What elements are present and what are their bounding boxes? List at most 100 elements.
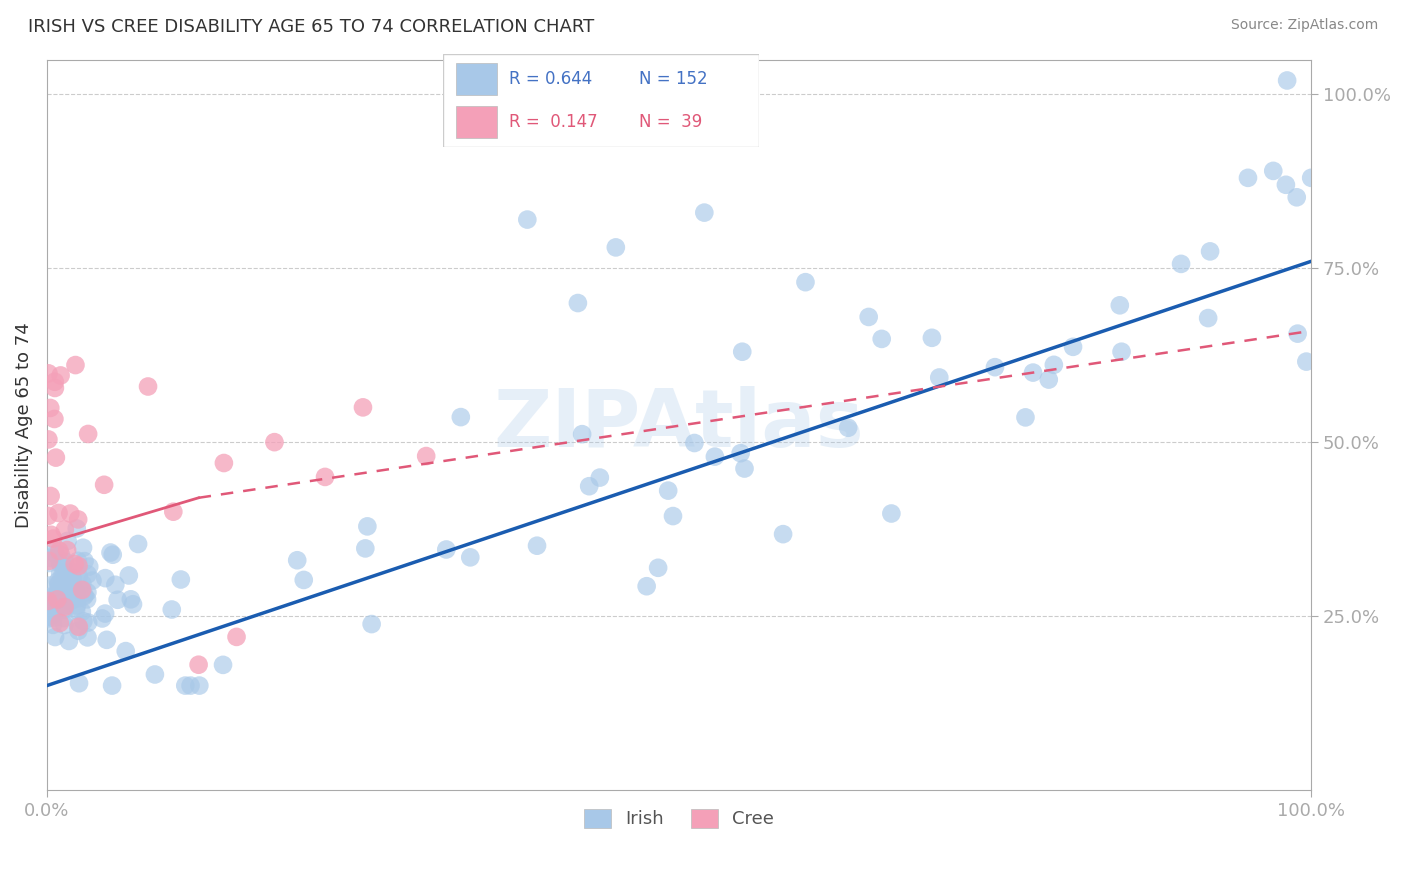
Point xyxy=(42,611,65,625)
Point xyxy=(314,470,336,484)
Point xyxy=(67,559,90,574)
Point xyxy=(605,240,627,254)
Point xyxy=(263,435,285,450)
Point xyxy=(48,582,70,597)
Point xyxy=(42,532,65,546)
Point xyxy=(354,541,377,556)
Point xyxy=(76,592,98,607)
Point xyxy=(37,433,59,447)
Point xyxy=(1043,358,1066,372)
Point xyxy=(66,599,89,613)
Point xyxy=(67,512,90,526)
Point xyxy=(46,592,69,607)
Point xyxy=(39,609,62,624)
Point xyxy=(1275,178,1298,192)
Point xyxy=(1062,340,1084,354)
Point xyxy=(48,506,70,520)
Point xyxy=(76,631,98,645)
Point xyxy=(42,591,65,605)
Point xyxy=(59,507,82,521)
Point xyxy=(44,381,66,395)
Point xyxy=(72,576,94,591)
Point xyxy=(1022,366,1045,380)
Point xyxy=(72,541,94,555)
Point xyxy=(37,611,59,625)
Point xyxy=(59,594,82,608)
Point xyxy=(356,519,378,533)
Point xyxy=(53,599,76,614)
Point xyxy=(63,582,86,596)
Y-axis label: Disability Age 65 to 74: Disability Age 65 to 74 xyxy=(15,322,32,528)
Point xyxy=(160,602,183,616)
Point xyxy=(921,331,943,345)
Point xyxy=(56,543,79,558)
Point xyxy=(37,508,59,523)
Point xyxy=(1108,298,1130,312)
Point xyxy=(41,598,63,612)
Point xyxy=(225,630,247,644)
Point xyxy=(60,565,83,579)
Point xyxy=(647,561,669,575)
Point xyxy=(70,605,93,619)
Point xyxy=(107,592,129,607)
Point xyxy=(96,632,118,647)
Point xyxy=(415,449,437,463)
Point xyxy=(48,584,70,599)
Point xyxy=(51,567,73,582)
Point xyxy=(70,582,93,597)
Point xyxy=(65,358,87,372)
Point xyxy=(66,591,89,606)
Point xyxy=(67,569,90,583)
Point xyxy=(76,585,98,599)
Text: R = 0.644: R = 0.644 xyxy=(509,70,592,87)
Text: N =  39: N = 39 xyxy=(640,113,702,131)
Point xyxy=(77,427,100,442)
Point xyxy=(73,554,96,568)
Point xyxy=(44,412,66,426)
Point xyxy=(127,537,149,551)
Point xyxy=(39,595,62,609)
Point xyxy=(636,579,658,593)
Bar xyxy=(456,106,496,138)
Point xyxy=(1199,244,1222,259)
Point xyxy=(73,590,96,604)
Point xyxy=(731,344,754,359)
Point xyxy=(52,598,75,612)
Point xyxy=(37,594,59,608)
Point xyxy=(39,401,62,415)
Point xyxy=(39,489,62,503)
Legend: Irish, Cree: Irish, Cree xyxy=(576,802,782,836)
Point xyxy=(101,548,124,562)
Point xyxy=(734,461,756,475)
Point xyxy=(516,212,538,227)
Point xyxy=(53,618,76,632)
Point xyxy=(48,576,70,591)
Point xyxy=(52,581,75,595)
Point xyxy=(180,679,202,693)
Point xyxy=(984,360,1007,375)
Point xyxy=(292,573,315,587)
Point xyxy=(48,582,70,596)
Point xyxy=(58,593,80,607)
Point xyxy=(82,574,104,588)
Point xyxy=(1038,373,1060,387)
Point xyxy=(578,479,600,493)
Point xyxy=(136,379,159,393)
Point xyxy=(65,603,87,617)
Point xyxy=(49,368,72,383)
Point xyxy=(60,577,83,591)
Point xyxy=(45,547,67,561)
Point xyxy=(42,618,65,632)
Point xyxy=(38,590,60,604)
Point xyxy=(63,557,86,571)
Point xyxy=(67,620,90,634)
Point xyxy=(53,602,76,616)
Point xyxy=(458,550,481,565)
Point xyxy=(1286,326,1309,341)
Point xyxy=(1275,73,1298,87)
Point xyxy=(44,544,66,558)
Point xyxy=(67,676,90,690)
Point xyxy=(567,296,589,310)
Point xyxy=(48,578,70,592)
Point xyxy=(45,591,67,606)
